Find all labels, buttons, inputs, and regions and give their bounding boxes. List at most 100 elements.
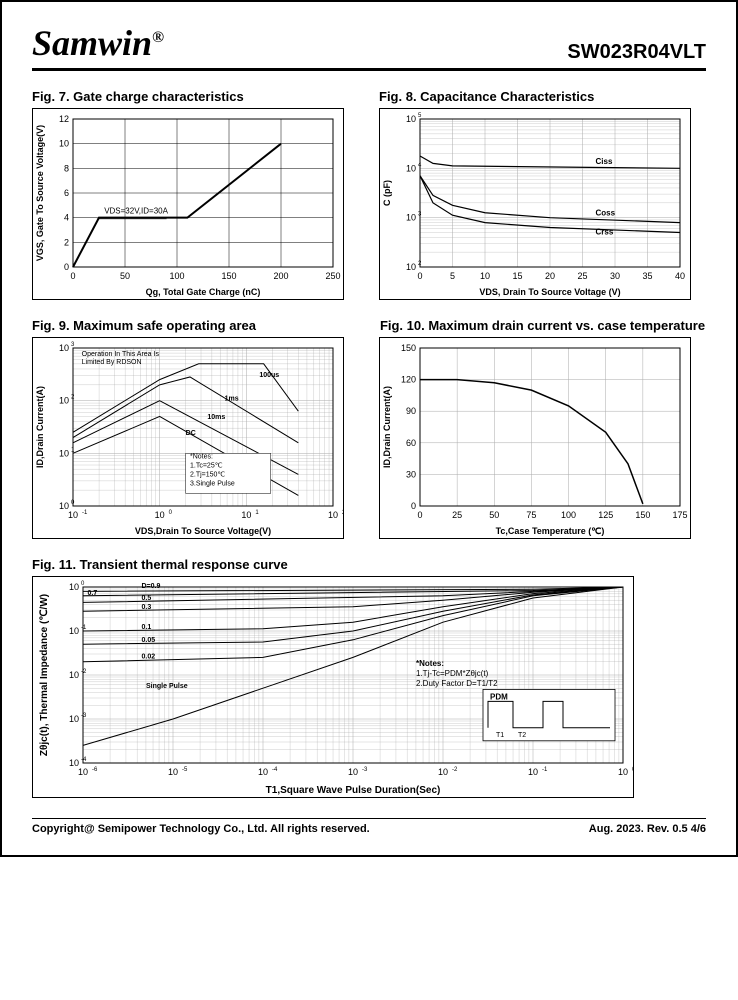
svg-text:3.Single Pulse: 3.Single Pulse [190, 481, 235, 488]
svg-text:-1: -1 [81, 625, 87, 631]
svg-text:10: 10 [241, 510, 251, 520]
svg-text:0.5: 0.5 [142, 595, 152, 602]
svg-text:-2: -2 [452, 767, 458, 773]
svg-text:10: 10 [59, 501, 69, 511]
svg-text:C (pF): C (pF) [382, 180, 392, 206]
svg-text:-1: -1 [542, 767, 548, 773]
fig7-cell: Fig. 7. Gate charge characteristics 0501… [32, 89, 359, 300]
svg-text:Crss: Crss [596, 228, 614, 237]
svg-text:10: 10 [78, 767, 88, 777]
fig10-title: Fig. 10. Maximum drain current vs. case … [379, 318, 706, 333]
svg-text:PDM: PDM [490, 692, 508, 701]
svg-text:10: 10 [59, 396, 69, 406]
svg-text:10: 10 [406, 114, 416, 124]
svg-text:-2: -2 [81, 669, 87, 675]
svg-text:30: 30 [406, 469, 416, 479]
copyright-text: Copyright@ Semipower Technology Co., Ltd… [32, 823, 370, 835]
svg-text:1: 1 [255, 510, 259, 516]
fig11-chart: 10-610-510-410-310-210-110010-410-310-21… [32, 576, 706, 798]
row-1: Fig. 7. Gate charge characteristics 0 50 1… [32, 89, 706, 300]
svg-text:VGS, Gate To Source Voltage(V): VGS, Gate To Source Voltage(V) [35, 125, 45, 261]
svg-text:50: 50 [489, 510, 499, 520]
svg-text:Operation In This Area Is: Operation In This Area Is [82, 351, 160, 358]
page-header: Samwin® SW023R04VLT [32, 22, 706, 71]
svg-text:0: 0 [417, 510, 422, 520]
svg-text:0: 0 [632, 767, 634, 773]
svg-text:0: 0 [417, 271, 422, 281]
row-3: Fig. 11. Transient thermal response curv… [32, 557, 706, 798]
svg-text:2: 2 [342, 510, 344, 516]
svg-text:-5: -5 [182, 767, 188, 773]
svg-text:10: 10 [406, 213, 416, 223]
brand-text: Samwin [32, 23, 152, 63]
svg-text:125: 125 [598, 510, 613, 520]
svg-text:120: 120 [401, 375, 416, 385]
fig8-chart: 0510152025303540102103104105CissCossCrss… [379, 108, 706, 300]
fig9-title: Fig. 9. Maximum safe operating area [32, 318, 359, 333]
svg-text:Coss: Coss [596, 209, 616, 218]
fig7-title: Fig. 7. Gate charge characteristics [32, 89, 359, 104]
svg-text:0.05: 0.05 [142, 637, 156, 644]
svg-text:25: 25 [577, 271, 587, 281]
svg-text:75: 75 [526, 510, 536, 520]
svg-text:10: 10 [59, 343, 69, 353]
svg-text:1.Tc=25℃: 1.Tc=25℃ [190, 463, 223, 470]
svg-text:10ms: 10ms [207, 414, 225, 421]
svg-text:10: 10 [68, 510, 78, 520]
svg-text:10: 10 [69, 714, 79, 724]
svg-text:ID,Drain Current(A): ID,Drain Current(A) [382, 386, 392, 468]
fig10-chart: 02550751001251501750306090120150Tc,Case … [379, 337, 706, 539]
svg-text:T1,Square Wave Pulse Duration(: T1,Square Wave Pulse Duration(Sec) [266, 785, 441, 796]
svg-text:10: 10 [528, 767, 538, 777]
svg-text:10: 10 [438, 767, 448, 777]
svg-text:5: 5 [418, 113, 422, 119]
svg-text:200: 200 [273, 271, 288, 281]
svg-text:-3: -3 [81, 713, 87, 719]
svg-text:40: 40 [675, 271, 685, 281]
svg-text:10: 10 [406, 262, 416, 272]
svg-text:0: 0 [411, 501, 416, 511]
svg-text:20: 20 [545, 271, 555, 281]
svg-text:10: 10 [168, 767, 178, 777]
fig9-chart: 10-1100101102100101102103Operation In Th… [32, 337, 359, 539]
svg-text:25: 25 [452, 510, 462, 520]
svg-text:10: 10 [155, 510, 165, 520]
fig11-title: Fig. 11. Transient thermal response curv… [32, 557, 706, 572]
svg-text:Qg, Total Gate Charge (nC): Qg, Total Gate Charge (nC) [146, 287, 261, 297]
svg-text:-1: -1 [82, 510, 88, 516]
svg-text:150: 150 [401, 343, 416, 353]
svg-text:6: 6 [64, 188, 69, 198]
svg-text:10: 10 [258, 767, 268, 777]
svg-text:100: 100 [169, 271, 184, 281]
svg-text:2.Tj=150℃: 2.Tj=150℃ [190, 472, 225, 479]
fig7-chart: 050100150200250024681012Qg, Total Gate C… [32, 108, 359, 300]
svg-text:Zθjc(t), Thermal Impedance (℃/: Zθjc(t), Thermal Impedance (℃/W) [39, 594, 50, 756]
svg-text:10: 10 [618, 767, 628, 777]
svg-text:-4: -4 [81, 757, 87, 763]
svg-text:10: 10 [480, 271, 490, 281]
fig9-cell: Fig. 9. Maximum safe operating area 10 -1… [32, 318, 359, 539]
fig10-cell: Fig. 10. Maximum drain current vs. case … [379, 318, 706, 539]
svg-text:VDS, Drain To Source Voltage (: VDS, Drain To Source Voltage (V) [479, 287, 620, 297]
svg-text:0.7: 0.7 [88, 590, 98, 597]
svg-text:15: 15 [512, 271, 522, 281]
svg-text:10: 10 [328, 510, 338, 520]
svg-text:4: 4 [64, 213, 69, 223]
fig8-title: Fig. 8. Capacitance Characteristics [379, 89, 706, 104]
svg-text:12: 12 [59, 114, 69, 124]
svg-text:Ciss: Ciss [596, 157, 613, 166]
row-2: Fig. 9. Maximum safe operating area 10-1… [32, 318, 706, 539]
svg-text:100us: 100us [259, 372, 279, 379]
svg-text:ID,Drain Current(A): ID,Drain Current(A) [35, 386, 45, 468]
svg-text:T2: T2 [518, 732, 526, 739]
svg-text:*Notes:: *Notes: [190, 454, 213, 461]
svg-text:90: 90 [406, 406, 416, 416]
svg-text:50: 50 [120, 271, 130, 281]
svg-text:0.02: 0.02 [142, 653, 156, 660]
svg-text:10: 10 [69, 758, 79, 768]
brand-logo: Samwin® [32, 22, 164, 64]
page: Samwin® SW023R04VLT Fig. 7. Gate charge … [0, 0, 738, 857]
svg-text:8: 8 [64, 163, 69, 173]
svg-text:10: 10 [69, 582, 79, 592]
svg-text:10: 10 [348, 767, 358, 777]
